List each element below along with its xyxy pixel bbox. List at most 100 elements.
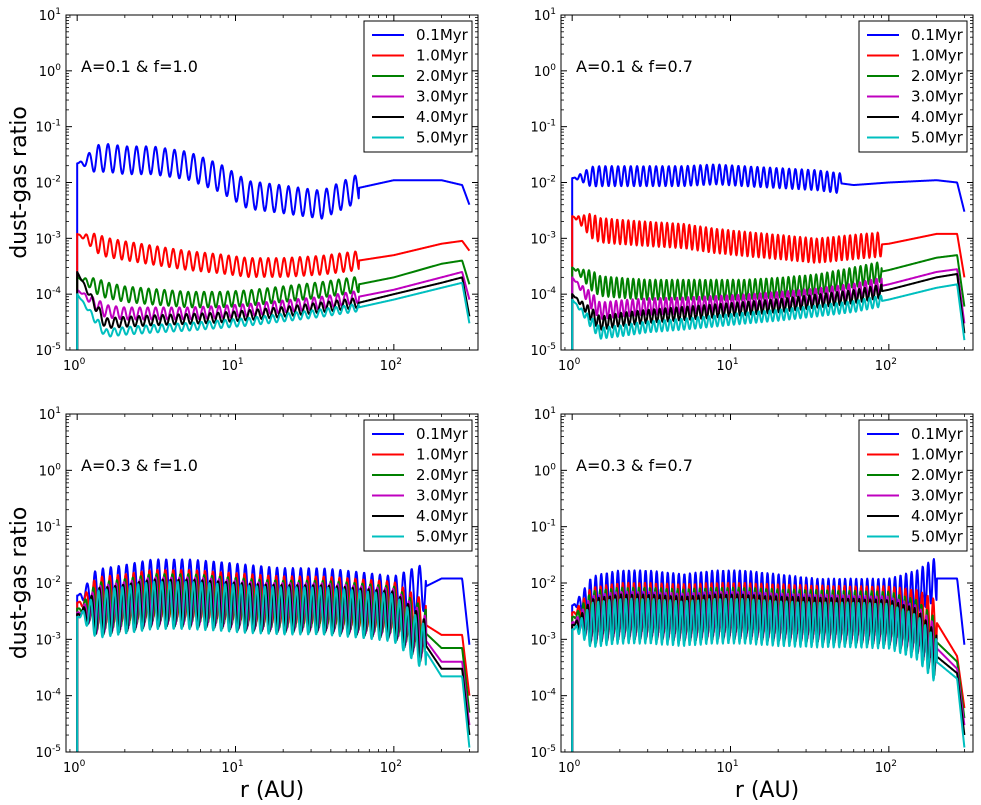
legend-label: 2.0Myr <box>911 67 964 85</box>
x-tick-label: 101 <box>221 759 243 776</box>
x-tick-label: 101 <box>716 759 738 776</box>
plot-frame <box>65 413 479 753</box>
legend-label: 2.0Myr <box>416 67 469 85</box>
legend-label: 5.0Myr <box>416 528 469 546</box>
x-tick-label: 102 <box>380 357 402 374</box>
legend-label: 4.0Myr <box>911 108 964 126</box>
y-tick-label: 10-1 <box>530 119 556 136</box>
legend-label: 2.0Myr <box>911 466 964 484</box>
y-tick-label: 10-2 <box>35 575 61 592</box>
y-tick-label: 10-3 <box>35 631 61 648</box>
legend-label: 4.0Myr <box>416 108 469 126</box>
panel-annotation: A=0.1 & f=0.7 <box>576 57 693 76</box>
y-tick-label: 10-2 <box>530 175 556 192</box>
y-tick-label: 10-5 <box>35 342 61 359</box>
x-axis-label: r (AU) <box>735 778 799 803</box>
y-tick-label: 10-1 <box>530 519 556 536</box>
series-line-4.0Myr <box>76 270 471 350</box>
y-tick-label: 101 <box>534 406 556 423</box>
legend-label: 1.0Myr <box>911 47 964 65</box>
x-tick-label: 102 <box>875 759 897 776</box>
x-tick-label: 101 <box>221 357 243 374</box>
series-line-3.0Myr <box>76 270 471 350</box>
legend-label: 1.0Myr <box>416 47 469 65</box>
y-tick-label: 10-1 <box>35 119 61 136</box>
legend-label: 5.0Myr <box>416 129 469 147</box>
legend-label: 3.0Myr <box>416 487 469 505</box>
legend-label: 0.1Myr <box>911 425 964 443</box>
x-tick-label: 100 <box>558 357 581 374</box>
panel-bottom-right: 10-5 10-4 10-3 10-2 10-1 100 101 100 101 102 A=0.3… <box>530 406 974 803</box>
y-tick-label: 10-3 <box>530 631 556 648</box>
series-line-2.0Myr <box>571 254 966 350</box>
y-tick-label: 100 <box>39 63 62 80</box>
series-line-0.1Myr <box>76 143 471 350</box>
y-tick-label: 10-5 <box>35 744 61 761</box>
y-tick-label: 10-4 <box>530 688 556 705</box>
legend-box <box>363 419 473 552</box>
series-line-1.0Myr <box>76 232 471 350</box>
x-axis-label: r (AU) <box>240 778 304 803</box>
series-line-2.0Myr <box>76 259 471 350</box>
series-line-1.0Myr <box>571 212 966 350</box>
panel-top-left: 10-5 10-4 10-3 10-2 10-1 100 101 100 101 102 A=0.1… <box>7 7 479 374</box>
legend: 0.1Myr 1.0Myr 2.0Myr 3.0Myr 4.0Myr 5.0Myr <box>858 20 968 153</box>
y-tick-label: 10-2 <box>530 575 556 592</box>
legend-label: 3.0Myr <box>911 487 964 505</box>
panel-top-right: 10-5 10-4 10-3 10-2 10-1 100 101 100 101 102 A=0.1… <box>530 7 974 374</box>
y-tick-label: 10-5 <box>530 744 556 761</box>
legend-label: 1.0Myr <box>911 446 964 464</box>
legend-label: 5.0Myr <box>911 129 964 147</box>
legend-box <box>858 20 968 153</box>
panel-bottom-left: 10-5 10-4 10-3 10-2 10-1 100 101 100 101 102 A=0.3… <box>7 406 479 803</box>
x-tick-label: 100 <box>63 759 86 776</box>
y-axis-label: dust-gas ratio <box>7 106 32 259</box>
legend-label: 0.1Myr <box>911 26 964 44</box>
panel-annotation: A=0.1 & f=1.0 <box>81 57 198 76</box>
legend-label: 4.0Myr <box>911 507 964 525</box>
series-line-5.0Myr <box>76 580 471 752</box>
legend-label: 0.1Myr <box>416 425 469 443</box>
y-tick-label: 10-5 <box>530 342 556 359</box>
legend-label: 3.0Myr <box>416 88 469 106</box>
legend: 0.1Myr 1.0Myr 2.0Myr 3.0Myr 4.0Myr 5.0Myr <box>363 419 473 552</box>
series-line-4.0Myr <box>571 273 966 350</box>
series-line-5.0Myr <box>571 283 966 350</box>
legend: 0.1Myr 1.0Myr 2.0Myr 3.0Myr 4.0Myr 5.0Myr <box>363 20 473 153</box>
y-tick-label: 100 <box>39 462 62 479</box>
x-tick-label: 101 <box>716 357 738 374</box>
legend-label: 1.0Myr <box>416 446 469 464</box>
y-axis-label: dust-gas ratio <box>7 507 32 660</box>
legend-label: 2.0Myr <box>416 466 469 484</box>
series-line-5.0Myr <box>571 597 966 752</box>
legend-label: 3.0Myr <box>911 88 964 106</box>
legend-box <box>858 419 968 552</box>
y-tick-label: 10-3 <box>530 230 556 247</box>
panel-annotation: A=0.3 & f=0.7 <box>576 456 693 475</box>
y-tick-label: 101 <box>39 7 61 24</box>
panel-annotation: A=0.3 & f=1.0 <box>81 456 198 475</box>
y-tick-label: 100 <box>534 462 557 479</box>
x-tick-label: 100 <box>558 759 581 776</box>
series-line-0.1Myr <box>571 163 966 350</box>
y-tick-label: 10-3 <box>35 230 61 247</box>
plot-frame <box>560 413 974 753</box>
y-tick-label: 101 <box>534 7 556 24</box>
plot-frame <box>560 14 974 351</box>
y-tick-label: 10-4 <box>530 286 556 303</box>
y-tick-label: 10-4 <box>35 688 61 705</box>
series-line-5.0Myr <box>76 281 471 350</box>
y-tick-label: 10-4 <box>35 286 61 303</box>
y-tick-label: 10-1 <box>35 519 61 536</box>
x-tick-label: 100 <box>63 357 86 374</box>
x-tick-label: 102 <box>380 759 402 776</box>
y-tick-label: 101 <box>39 406 61 423</box>
y-tick-label: 100 <box>534 63 557 80</box>
legend: 0.1Myr 1.0Myr 2.0Myr 3.0Myr 4.0Myr 5.0Myr <box>858 419 968 552</box>
legend-label: 4.0Myr <box>416 507 469 525</box>
plot-frame <box>65 14 479 351</box>
legend-label: 5.0Myr <box>911 528 964 546</box>
legend-label: 0.1Myr <box>416 26 469 44</box>
legend-box <box>363 20 473 153</box>
